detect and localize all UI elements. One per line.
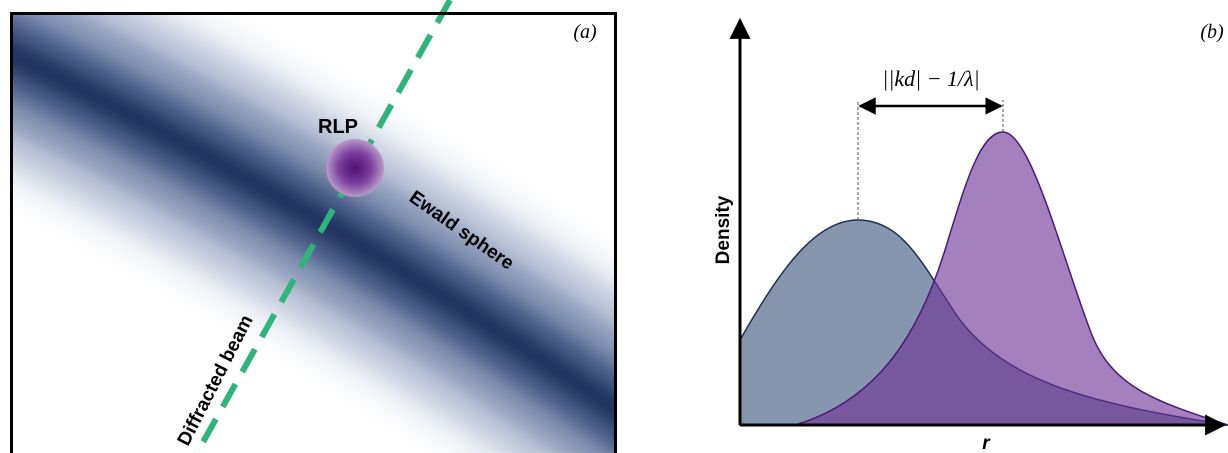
panel-label: (b) [1200,21,1224,43]
x-axis-label: r [982,433,991,453]
figure: (a) RLP Ewald sphere Diffracted beam ||k… [0,0,1228,453]
panel-a: (a) RLP Ewald sphere Diffracted beam [0,0,660,453]
beam-label: Diffracted beam [174,312,258,449]
panel-label: (a) [573,21,597,43]
y-axis-label: Density [713,195,734,264]
panel-b: ||kd| − 1/λ| (b) Density r [713,20,1228,453]
ewald-band [0,30,660,440]
rlp-spot [326,139,384,197]
separation-label: ||kd| − 1/λ| [882,66,979,91]
rlp-label: RLP [318,116,358,138]
